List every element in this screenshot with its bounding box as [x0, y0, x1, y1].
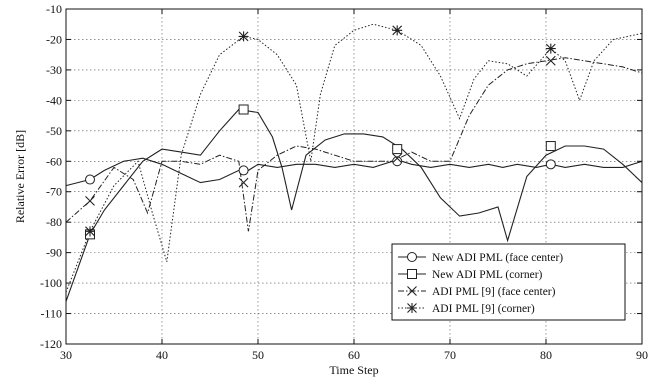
x-tick-label: 60: [348, 348, 360, 362]
y-tick-label: -60: [46, 154, 62, 168]
legend-marker-2: [407, 269, 417, 279]
legend-marker-4: [407, 303, 417, 313]
y-axis-label: Relative Error [dB]: [13, 130, 27, 223]
legend-box: [391, 243, 626, 321]
legend: New ADI PML (face center) New ADI PML (co…: [391, 243, 626, 321]
series-3-marker: [238, 177, 249, 188]
series-1-marker: [392, 156, 403, 167]
legend-marker-3: [407, 286, 417, 296]
series-line-4: [65, 23, 643, 293]
y-tick-label: -50: [46, 124, 62, 138]
legend-marker-1: [407, 252, 417, 262]
series-1-marker: [238, 165, 249, 176]
series-4-marker: [238, 31, 249, 42]
y-tick-label: -100: [40, 276, 62, 290]
series-2-marker: [392, 144, 403, 155]
x-tick-label: 40: [156, 348, 168, 362]
series-1-marker: [545, 159, 556, 170]
x-axis-label: Time Step: [329, 363, 378, 377]
x-tick-label: 30: [60, 348, 72, 362]
y-tick-label: -120: [40, 337, 62, 351]
axis-ticks: 30 40 50 60 70 80 90 -10 -20 -30 -40 -50 -60 -70 -80 -9…: [40, 2, 648, 362]
series-line-2: [65, 108, 643, 302]
series-4-marker: [392, 25, 403, 36]
legend-label-2: New ADI PML (corner): [432, 269, 543, 281]
series-4-marker: [545, 43, 556, 54]
legend-label-4: ADI PML [9] (corner): [432, 303, 535, 315]
legend-label-3: ADI PML [9] (face center): [432, 286, 556, 298]
series-3-marker: [545, 55, 556, 66]
x-tick-label: 50: [252, 348, 264, 362]
y-tick-label: -80: [46, 215, 62, 229]
x-tick-label: 70: [444, 348, 456, 362]
y-tick-label: -20: [46, 32, 62, 46]
legend-label-1: New ADI PML (face center): [432, 252, 563, 264]
series-1-marker: [85, 174, 95, 185]
series-markers: [85, 25, 556, 240]
series-line-1: [65, 157, 643, 187]
x-tick-label: 90: [636, 348, 648, 362]
series-4-marker: [85, 226, 95, 237]
series-2-marker: [545, 141, 556, 152]
y-tick-label: -40: [46, 93, 62, 107]
y-tick-label: -70: [46, 185, 62, 199]
series-3-marker: [85, 195, 95, 206]
y-tick-label: -30: [46, 63, 62, 77]
y-tick-label: -10: [46, 2, 62, 16]
x-tick-label: 80: [540, 348, 552, 362]
series-line-3: [65, 57, 643, 232]
y-tick-label: -90: [46, 246, 62, 260]
series-lines: [65, 23, 643, 302]
series-2-marker: [238, 104, 249, 115]
y-tick-label: -110: [40, 307, 62, 321]
series-3-marker: [392, 153, 403, 164]
